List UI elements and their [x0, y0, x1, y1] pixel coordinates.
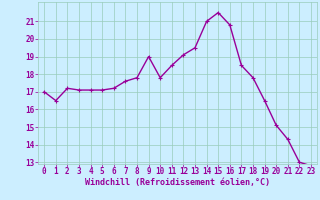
X-axis label: Windchill (Refroidissement éolien,°C): Windchill (Refroidissement éolien,°C) — [85, 178, 270, 187]
